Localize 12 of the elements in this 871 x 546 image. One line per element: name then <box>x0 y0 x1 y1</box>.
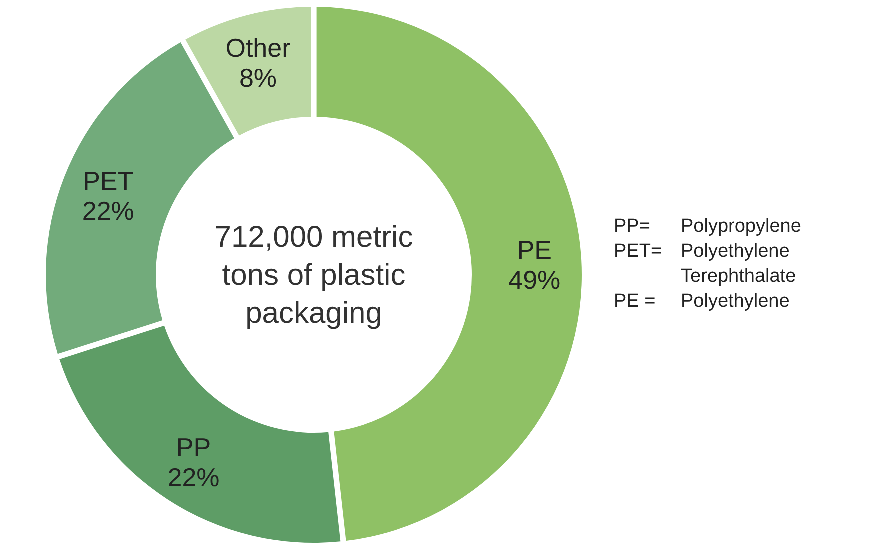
data-label: 22% <box>168 462 220 492</box>
slice-label: PE <box>517 234 552 265</box>
slice-label: PP <box>176 432 212 462</box>
data-label: 8% <box>239 63 278 94</box>
text: PP= Polypropylene <box>614 216 802 237</box>
data-label: 49% <box>508 264 561 295</box>
text: PET= Polyethylene Terephthalate <box>614 241 796 287</box>
slice-label: Other <box>226 33 292 64</box>
data-label: 22% <box>82 196 134 226</box>
slice-label: PET <box>83 166 134 196</box>
text: PE = Polyethylene <box>614 291 790 312</box>
text: 712,000 metric tons of plastic packaging <box>214 221 414 330</box>
